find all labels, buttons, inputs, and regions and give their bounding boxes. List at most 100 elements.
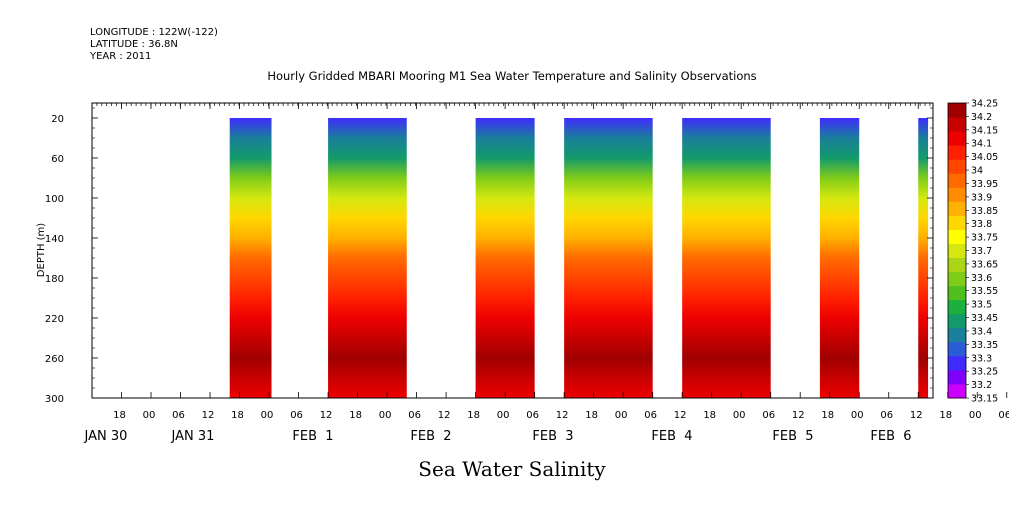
data-segment-2	[328, 118, 407, 398]
colorbar-label: 34.25	[971, 99, 998, 110]
x-date-label: FEB 3	[532, 429, 573, 444]
y-axis-label: DEPTH (m)	[36, 223, 47, 277]
data-segment-1	[229, 118, 272, 398]
colorbar-label: 34.2	[971, 112, 992, 123]
colorbar-swatch	[948, 103, 966, 118]
x-hour-tick: 12	[910, 410, 923, 421]
x-hour-tick: 00	[851, 410, 864, 421]
x-hour-tick: 18	[467, 410, 480, 421]
x-hour-tick: 06	[290, 410, 303, 421]
x-hour-tick: 18	[585, 410, 598, 421]
x-hour-tick: 12	[438, 410, 451, 421]
colorbar-swatch	[948, 131, 966, 146]
colorbar-swatch	[948, 285, 966, 301]
chart-title: Hourly Gridded MBARI Mooring M1 Sea Wate…	[267, 69, 756, 83]
colorbar-label: 34.05	[971, 152, 998, 163]
x-hour-tick: 06	[762, 410, 775, 421]
x-hour-tick: 18	[349, 410, 362, 421]
colorbar-label: 33.9	[971, 192, 992, 203]
colorbar-label: 34	[971, 166, 983, 177]
y-axis-ticks: 20 60 100 140 180 220 260 300	[45, 107, 933, 405]
colorbar-label: 33.4	[971, 326, 992, 337]
x-hour-tick: 12	[320, 410, 333, 421]
colorbar-swatch	[948, 327, 966, 343]
top-minor-ticks	[91, 103, 931, 109]
colorbar-label: 33.65	[971, 259, 998, 270]
x-hour-tick: 12	[674, 410, 687, 421]
x-date-label: FEB 5	[772, 429, 813, 444]
x-date-label: JAN 31	[171, 429, 215, 444]
x-hour-tick: 12	[202, 410, 215, 421]
colorbar-swatch	[948, 215, 966, 230]
colorbar-label: 33.45	[971, 313, 998, 324]
y-tick-label: 220	[45, 314, 64, 325]
data-segment-4	[564, 118, 653, 398]
x-hour-tick: 00	[379, 410, 392, 421]
colorbar-label: 34.15	[971, 125, 998, 136]
y-tick-label: 100	[45, 194, 64, 205]
data-segment-5	[682, 118, 771, 398]
colorbar-swatch	[948, 341, 966, 357]
colorbar-swatch	[948, 257, 966, 273]
colorbar-label: 33.5	[971, 300, 992, 311]
plot-frame	[91, 102, 934, 399]
colorbar-label: 33.55	[971, 286, 998, 297]
colorbar-swatch	[948, 201, 966, 216]
x-hour-tick: 06	[408, 410, 421, 421]
colorbar-swatch	[948, 187, 966, 202]
heatmap-segments	[229, 118, 929, 398]
x-date-label: FEB 2	[410, 429, 451, 444]
year-label: YEAR : 2011	[89, 51, 151, 62]
x-hour-tick: 06	[526, 410, 539, 421]
colorbar-label: 33.7	[971, 246, 992, 257]
colorbar-label: 33.85	[971, 206, 998, 217]
colorbar-label: 33.25	[971, 367, 998, 378]
longitude-label: LONGITUDE : 122W(-122)	[90, 27, 218, 38]
y-tick-label: 60	[51, 154, 64, 165]
x-date-label: FEB 6	[870, 429, 911, 444]
y-tick-label: 180	[45, 274, 64, 285]
x-hour-tick: 06	[880, 410, 893, 421]
colorbar-swatch	[948, 173, 966, 188]
data-segment-7	[918, 118, 929, 398]
colorbar-swatch	[948, 145, 966, 160]
colorbar-swatch	[948, 159, 966, 174]
y-tick-label: 300	[45, 394, 64, 405]
x-hour-tick: 00	[733, 410, 746, 421]
x-date-label: JAN 30	[84, 429, 128, 444]
x-hour-tick: 18	[939, 410, 952, 421]
colorbar-label: 33.8	[971, 219, 992, 230]
colorbar-swatch	[948, 369, 966, 385]
x-hour-tick: 18	[821, 410, 834, 421]
bottom-ticks: 18 00 06 12 18 00 06 12 18 00 06 12 18 00 06 12 18 00 06 12…	[84, 392, 1009, 444]
colorbar-label: 34.1	[971, 139, 992, 150]
x-date-label: FEB 1	[292, 429, 333, 444]
colorbar-swatch	[948, 383, 966, 399]
colorbar-swatch	[948, 243, 966, 259]
colorbar-swatch	[948, 299, 966, 315]
bottom-title: Sea Water Salinity	[418, 457, 606, 481]
latitude-label: LATITUDE : 36.8N	[90, 39, 178, 50]
x-date-label: FEB 4	[651, 429, 692, 444]
x-hour-tick: 06	[644, 410, 657, 421]
colorbar-label: 33.75	[971, 233, 998, 244]
data-segment-3	[475, 118, 535, 398]
colorbar-label: 33.15	[971, 394, 998, 405]
x-hour-tick: 00	[261, 410, 274, 421]
x-hour-tick: 06	[998, 410, 1009, 421]
colorbar-swatch	[948, 271, 966, 287]
colorbar-label: 33.2	[971, 380, 992, 391]
colorbar-label: 33.95	[971, 179, 998, 190]
colorbar-swatch	[948, 313, 966, 329]
x-hour-tick: 06	[172, 410, 185, 421]
colorbar-label: 33.35	[971, 340, 998, 351]
colorbar-swatch	[948, 355, 966, 371]
colorbar-swatch	[948, 117, 966, 132]
x-hour-tick: 00	[143, 410, 156, 421]
y-tick-label: 140	[45, 234, 64, 245]
y-tick-label: 260	[45, 354, 64, 365]
x-hour-tick: 18	[231, 410, 244, 421]
x-hour-tick: 18	[113, 410, 126, 421]
x-hour-tick: 12	[556, 410, 569, 421]
